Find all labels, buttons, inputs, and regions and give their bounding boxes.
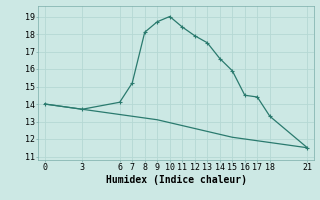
X-axis label: Humidex (Indice chaleur): Humidex (Indice chaleur) <box>106 175 246 185</box>
